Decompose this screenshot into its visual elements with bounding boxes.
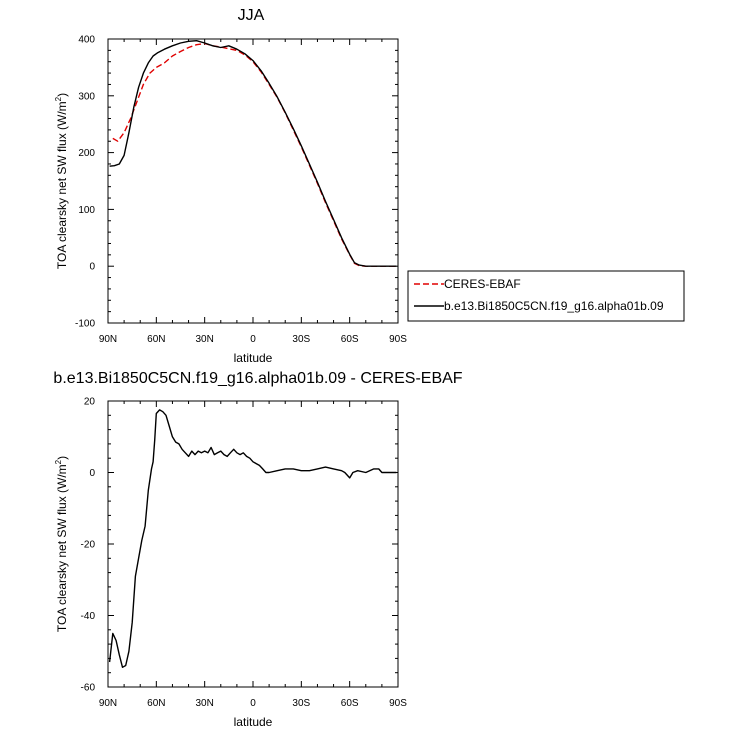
y-tick-label: 300	[78, 91, 95, 102]
x-tick-label: 0	[250, 698, 256, 709]
legend-box	[407, 270, 685, 322]
chart-title: b.e13.Bi1850C5CN.f19_g16.alpha01b.09 - C…	[53, 370, 462, 387]
x-axis-label: latitude	[234, 351, 273, 365]
y-tick-label: -100	[75, 319, 95, 330]
x-tick-label: 30N	[195, 698, 213, 709]
legend-label: b.e13.Bi1850C5CN.f19_g16.alpha01b.09	[444, 299, 664, 313]
y-tick-label: 400	[78, 35, 95, 46]
x-tick-label: 90S	[389, 698, 407, 709]
x-tick-label: 60S	[341, 334, 359, 345]
x-tick-label: 90N	[99, 698, 117, 709]
x-tick-label: 60N	[147, 698, 165, 709]
x-tick-label: 90S	[389, 334, 407, 345]
x-tick-label: 90N	[99, 334, 117, 345]
chart-2: b.e13.Bi1850C5CN.f19_g16.alpha01b.09 - C…	[53, 370, 462, 729]
legend-label: CERES-EBAF	[444, 277, 521, 291]
x-tick-label: 60N	[147, 334, 165, 345]
chart-1: JJA 90N 60N 30N 0 30S 60S 90S -100 0 100 200 300 400 l…	[54, 7, 685, 365]
y-tick-label: 20	[84, 397, 96, 408]
series-line-1	[112, 42, 397, 267]
plot-frame	[107, 400, 399, 688]
x-tick-label: 60S	[341, 698, 359, 709]
y-tick-label: 0	[89, 262, 95, 273]
chart-title: JJA	[238, 7, 265, 24]
x-tick-label: 0	[250, 334, 256, 345]
y-tick-label: 200	[78, 148, 95, 159]
y-tick-label: 0	[89, 468, 95, 479]
x-axis-label: latitude	[234, 715, 273, 729]
y-tick-label: -40	[81, 611, 96, 622]
y-tick-label: 100	[78, 205, 95, 216]
series-line-1	[108, 409, 397, 668]
y-axis-label: TOA clearsky net SW flux (W/m2)	[54, 456, 69, 632]
x-tick-label: 30S	[292, 698, 310, 709]
series-line-2	[109, 40, 397, 267]
x-tick-label: 30S	[292, 334, 310, 345]
y-tick-label: -20	[81, 540, 96, 551]
plot-frame	[107, 38, 399, 324]
x-tick-label: 30N	[195, 334, 213, 345]
y-axis-label: TOA clearsky net SW flux (W/m2)	[54, 93, 69, 269]
y-tick-label: -60	[81, 683, 96, 694]
